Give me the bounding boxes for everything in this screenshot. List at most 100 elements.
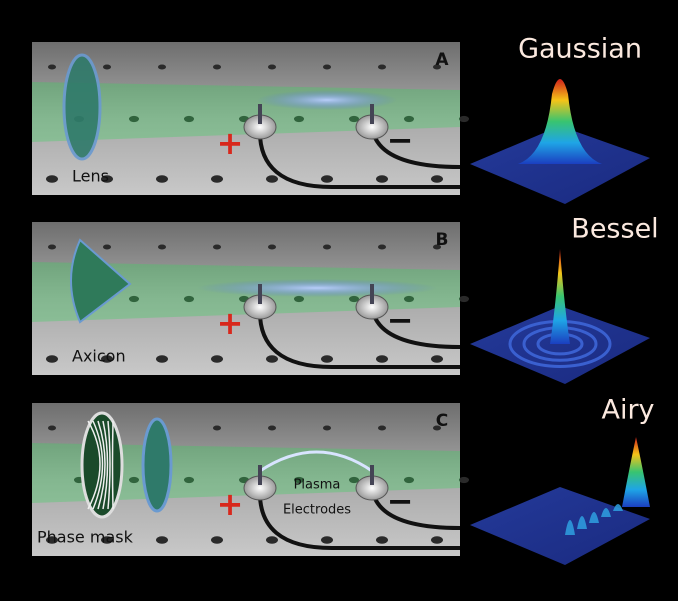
bench-hole: [268, 244, 276, 250]
profile-peak: [518, 79, 602, 164]
bench-hole: [404, 295, 414, 303]
plus-sign: +: [217, 304, 244, 342]
bench-hole: [376, 536, 388, 544]
bench-hole: [213, 64, 221, 70]
wire: [257, 126, 460, 189]
bench-hole: [321, 175, 333, 183]
bench-hole: [101, 355, 113, 363]
bench-hole: [349, 476, 359, 484]
bench-hole: [459, 476, 469, 484]
profile-lobe: [601, 508, 611, 517]
plasma: [197, 279, 437, 297]
bench-hole: [323, 425, 331, 431]
optic-label: Phase mask: [37, 528, 134, 547]
bench-hole: [211, 355, 223, 363]
bench-hole: [433, 64, 441, 70]
minus-sign: −: [387, 482, 414, 520]
profile-lobe: [589, 512, 599, 523]
bench-hole: [156, 355, 168, 363]
laser-beam: [32, 443, 460, 503]
lens: [141, 417, 173, 513]
bench-hole: [321, 536, 333, 544]
bench-hole: [266, 536, 278, 544]
bench-hole: [404, 476, 414, 484]
bench-hole: [48, 64, 56, 70]
bench-hole: [266, 355, 278, 363]
bench-hole: [404, 115, 414, 123]
mask-fringe: [107, 420, 111, 510]
bench-hole: [459, 295, 469, 303]
bench-hole: [431, 355, 443, 363]
optic-label: Lens: [72, 167, 109, 186]
minus-sign: −: [387, 301, 414, 339]
bench-hole: [103, 244, 111, 250]
profile-lobe: [565, 520, 575, 535]
bench-hole: [129, 115, 139, 123]
bench-hole: [321, 355, 333, 363]
mask-fringe: [92, 420, 104, 510]
panel-label: B: [436, 230, 449, 250]
bench-hole: [156, 536, 168, 544]
bench-hole: [323, 244, 331, 250]
bench-hole: [46, 355, 58, 363]
axicon: [70, 238, 132, 324]
bench-hole: [378, 64, 386, 70]
profile-plane: [470, 487, 650, 565]
bench-hole: [129, 295, 139, 303]
bench-hole: [294, 115, 304, 123]
plasma: [257, 90, 397, 110]
bench-hole: [48, 244, 56, 250]
bench-hole: [378, 244, 386, 250]
mask-fringe: [111, 420, 114, 510]
wire: [257, 487, 460, 550]
bench-hole: [294, 295, 304, 303]
bench-hole: [349, 115, 359, 123]
wire: [257, 306, 460, 369]
panel-label: C: [436, 411, 448, 431]
bench-hole: [129, 476, 139, 484]
bench-hole: [184, 476, 194, 484]
bench-hole: [268, 64, 276, 70]
bench-hole: [46, 175, 58, 183]
plasma: [259, 450, 373, 473]
bench-hole: [184, 115, 194, 123]
bench-hole: [101, 175, 113, 183]
bench-hole: [431, 536, 443, 544]
bench-hole: [46, 536, 58, 544]
minus-sign: −: [387, 121, 414, 159]
profile-lobe: [577, 516, 587, 529]
bench-hole: [376, 355, 388, 363]
bench-hole: [294, 476, 304, 484]
bench-hole: [211, 175, 223, 183]
electrodes-label: Electrodes: [283, 503, 351, 518]
mask-fringe: [87, 420, 101, 510]
bench-hole: [103, 64, 111, 70]
mask-fringe: [97, 420, 106, 510]
panel-label: A: [435, 50, 449, 70]
bench-hole: [184, 295, 194, 303]
beam-name: Gaussian: [518, 34, 642, 65]
bench-hole: [378, 425, 386, 431]
bench-hole: [156, 175, 168, 183]
bench-hole: [213, 425, 221, 431]
profile-lobe: [613, 504, 623, 511]
bench-hole: [376, 175, 388, 183]
bench-hole: [213, 244, 221, 250]
bench-hole: [158, 244, 166, 250]
bench-hole: [349, 295, 359, 303]
bench-hole: [433, 244, 441, 250]
bench-hole: [211, 536, 223, 544]
profile-plane: [470, 306, 650, 384]
bench-hole: [268, 425, 276, 431]
bench-hole: [431, 175, 443, 183]
plus-sign: +: [217, 485, 244, 523]
plasma-label: Plasma: [294, 478, 341, 493]
lens: [62, 53, 102, 161]
bench-hole: [48, 425, 56, 431]
bench-hole: [266, 175, 278, 183]
profile-peak: [622, 437, 650, 507]
bench-hole: [158, 64, 166, 70]
plus-sign: +: [217, 124, 244, 162]
